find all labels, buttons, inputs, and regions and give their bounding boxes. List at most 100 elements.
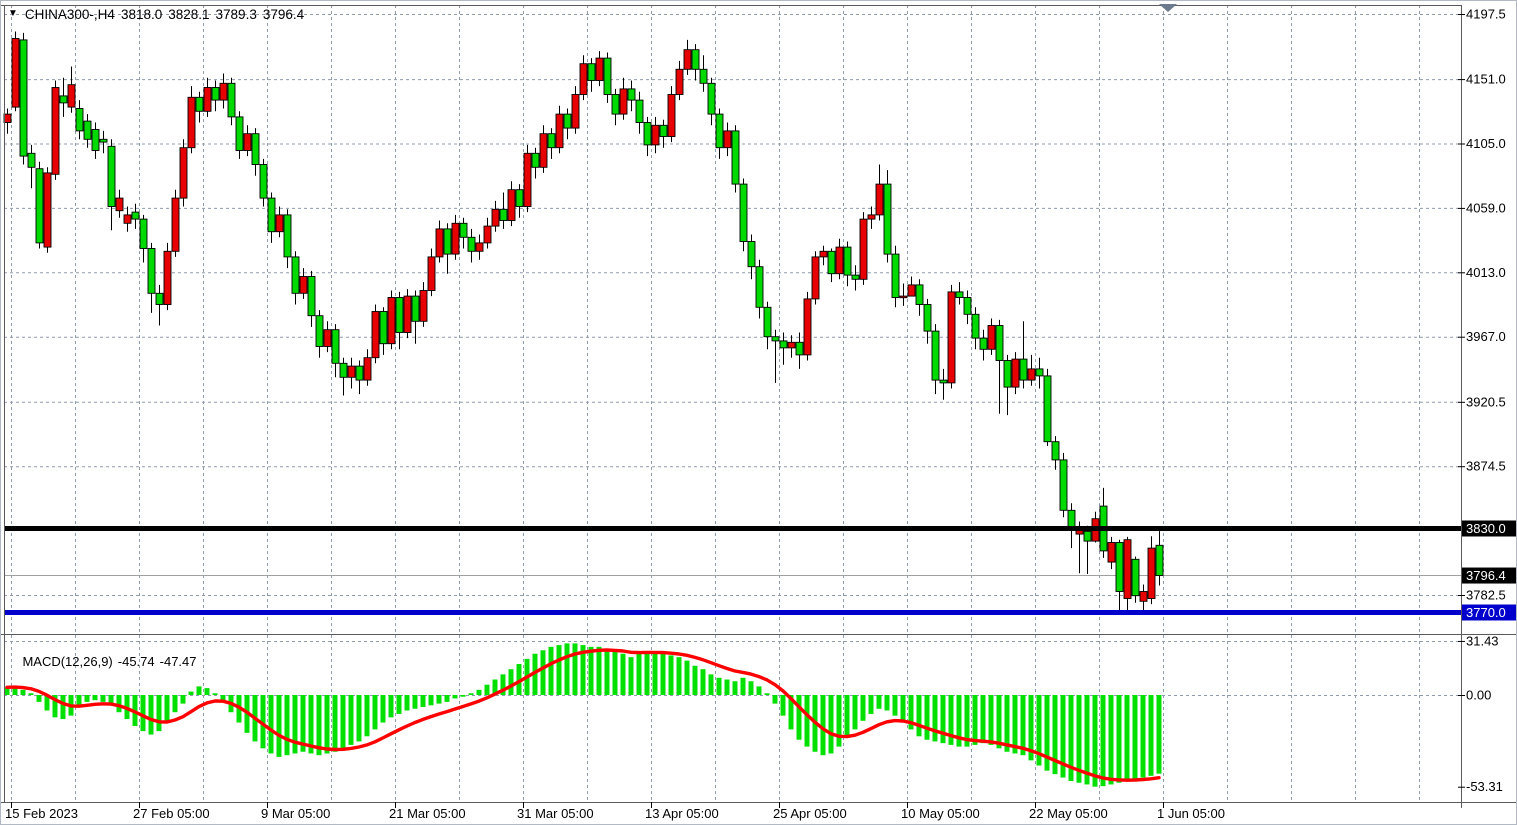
bear-candle bbox=[227, 82, 236, 118]
time-axis[interactable]: 15 Feb 2023 27 Feb 05:00 9 Mar 05:00 21 Mar… bbox=[5, 802, 1225, 821]
macd-bar bbox=[444, 695, 450, 702]
macd-bar bbox=[428, 695, 434, 706]
date-tick-label: 21 Mar 05:00 bbox=[389, 806, 466, 821]
macd-bar bbox=[732, 681, 738, 695]
bear-candle bbox=[923, 304, 932, 332]
macd-bar bbox=[860, 695, 866, 721]
macd-bar bbox=[892, 695, 898, 716]
macd-bar bbox=[620, 653, 626, 695]
macd-bar bbox=[420, 695, 426, 708]
bull-candle bbox=[163, 250, 172, 305]
macd-signal-line bbox=[5, 648, 1161, 782]
macd-bar bbox=[1100, 695, 1106, 787]
bull-candle bbox=[507, 189, 516, 221]
macd-bar bbox=[1060, 695, 1066, 778]
macd-bar bbox=[356, 695, 362, 742]
macd-bar bbox=[972, 695, 978, 745]
bull-candle bbox=[187, 96, 196, 149]
bull-candle bbox=[1139, 591, 1148, 602]
bear-candle bbox=[747, 241, 756, 268]
bear-candle bbox=[291, 256, 300, 294]
bear-candle bbox=[715, 113, 724, 149]
macd-bar bbox=[196, 686, 202, 695]
macd-bar bbox=[580, 645, 586, 695]
bull-candle bbox=[867, 214, 876, 220]
macd-bar bbox=[204, 688, 210, 695]
bull-candle bbox=[483, 225, 492, 244]
macd-bar bbox=[436, 695, 442, 704]
bull-candle bbox=[579, 63, 588, 95]
macd-bar bbox=[292, 695, 298, 754]
date-tick-label: 10 May 05:00 bbox=[901, 806, 980, 821]
macd-bar bbox=[84, 695, 90, 702]
bear-candle bbox=[83, 120, 92, 140]
macd-bar bbox=[1140, 695, 1146, 778]
macd-bar bbox=[1028, 695, 1034, 761]
macd-bar bbox=[508, 669, 514, 695]
bear-candle bbox=[635, 99, 644, 123]
macd-bar bbox=[540, 650, 546, 695]
bear-candle bbox=[139, 218, 148, 249]
bull-candle bbox=[123, 214, 132, 224]
symbol-dropdown-icon[interactable]: ▼ bbox=[8, 8, 18, 19]
bull-candle bbox=[491, 208, 500, 227]
bear-candle bbox=[827, 250, 836, 275]
macd-bar bbox=[788, 695, 794, 730]
bear-candle bbox=[1067, 509, 1076, 529]
bear-candle bbox=[731, 130, 740, 185]
bull-candle bbox=[523, 152, 532, 207]
bull-candle bbox=[875, 183, 884, 216]
bear-candle bbox=[547, 133, 556, 149]
macd-bar bbox=[268, 695, 274, 754]
bull-candle bbox=[299, 276, 308, 294]
bear-candle bbox=[331, 329, 340, 364]
macd-tick-label: 0.00 bbox=[1466, 688, 1491, 703]
bull-candle bbox=[819, 250, 828, 258]
macd-bar bbox=[844, 695, 850, 738]
bull-candle bbox=[371, 311, 380, 359]
macd-bar bbox=[548, 646, 554, 695]
bear-candle bbox=[155, 292, 164, 305]
bear-candle bbox=[971, 313, 980, 339]
bear-candle bbox=[771, 336, 780, 342]
macd-bar bbox=[348, 695, 354, 745]
chart-shift-marker-icon bbox=[1159, 4, 1177, 12]
macd-bar bbox=[364, 695, 370, 737]
macd-bar bbox=[940, 695, 946, 744]
macd-bar bbox=[708, 674, 714, 695]
price-badge-label: 3770.0 bbox=[1466, 605, 1506, 620]
macd-bar bbox=[516, 664, 522, 695]
macd-bar bbox=[380, 695, 386, 723]
price-badge-label: 3830.0 bbox=[1466, 521, 1506, 536]
date-tick-label: 15 Feb 2023 bbox=[5, 806, 78, 821]
bear-candle bbox=[19, 39, 28, 157]
bear-candle bbox=[395, 297, 404, 333]
price-tick-label: 3782.5 bbox=[1466, 588, 1506, 603]
macd-bar bbox=[1076, 695, 1082, 783]
bear-candle bbox=[59, 95, 68, 104]
bull-candle bbox=[907, 284, 916, 297]
macd-main-value: -45.74 bbox=[117, 654, 155, 669]
bear-candle bbox=[939, 379, 948, 384]
bear-candle bbox=[1155, 544, 1164, 576]
macd-bar bbox=[564, 643, 570, 695]
macd-bar bbox=[748, 681, 754, 695]
bull-candle bbox=[619, 88, 628, 115]
macd-bar bbox=[324, 695, 330, 754]
bull-candle bbox=[203, 87, 212, 112]
date-tick-label: 13 Apr 05:00 bbox=[645, 806, 719, 821]
bear-candle bbox=[107, 145, 116, 207]
bull-candle bbox=[835, 246, 844, 275]
bear-candle bbox=[339, 362, 348, 378]
macd-bar bbox=[1108, 695, 1114, 785]
bear-candle bbox=[27, 152, 36, 168]
macd-bar bbox=[404, 695, 410, 711]
ohlc-close: 3796.4 bbox=[262, 6, 305, 22]
macd-axis[interactable]: 31.43 0.00 -53.31 bbox=[1458, 633, 1503, 794]
bear-candle bbox=[235, 116, 244, 151]
bear-candle bbox=[211, 87, 220, 101]
bull-candle bbox=[539, 133, 548, 168]
bull-candle bbox=[171, 197, 180, 252]
price-axis[interactable]: 4197.5 4151.0 4105.0 4059.0 4013.0 3967.0 3920… bbox=[1458, 7, 1517, 621]
